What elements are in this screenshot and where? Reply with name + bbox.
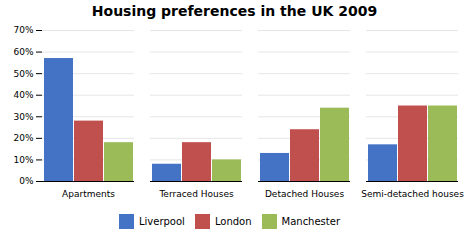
- svg-text:0%: 0%: [19, 176, 34, 186]
- html-text:Manchester: Manchester: [281, 216, 340, 227]
- svg-text:30%: 30%: [13, 112, 33, 122]
- svg-text:60%: 60%: [13, 47, 33, 57]
- svg-text:70%: 70%: [13, 25, 33, 35]
- svg-text:Apartments: Apartments: [62, 189, 115, 199]
- svg-text:Semi-detached houses: Semi-detached houses: [361, 189, 464, 199]
- html-text:Housing preferences in the UK: Housing preferences in the UK 2009: [91, 3, 378, 19]
- svg-text:40%: 40%: [13, 90, 33, 100]
- svg-text:Terraced Houses: Terraced Houses: [158, 189, 234, 199]
- html-text:London: London: [214, 216, 252, 227]
- svg-text:20%: 20%: [13, 133, 33, 143]
- svg-text:Detached Houses: Detached Houses: [265, 189, 344, 199]
- svg-text:50%: 50%: [13, 69, 33, 79]
- html-text:Liverpool: Liverpool: [139, 216, 185, 227]
- svg-text:10%: 10%: [13, 155, 33, 165]
